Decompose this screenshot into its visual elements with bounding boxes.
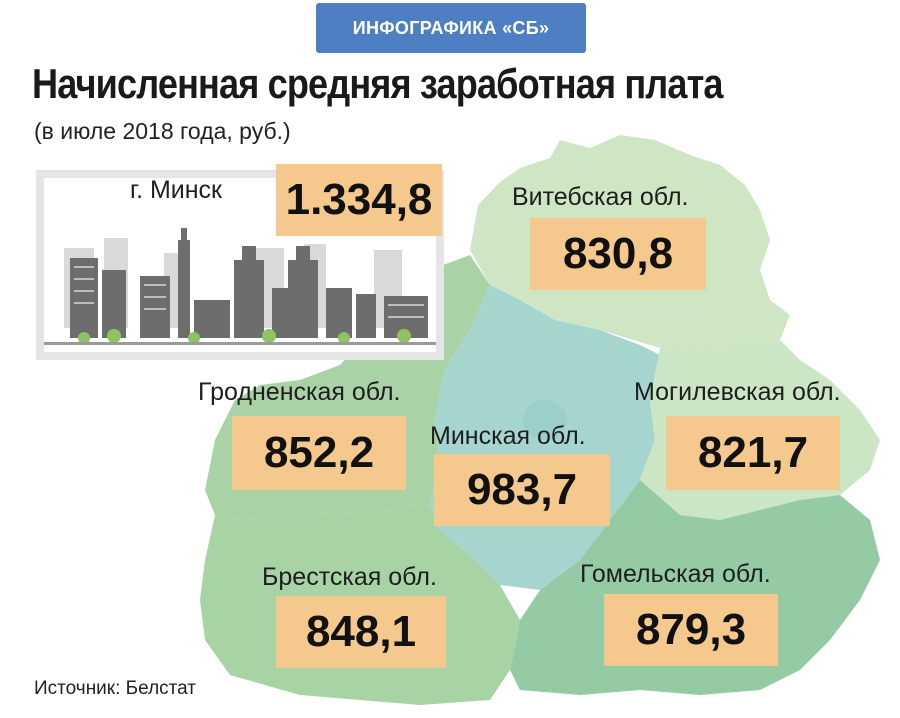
region-value-gomel: 879,3 bbox=[604, 594, 778, 666]
region-value-minsk-city: 1.334,8 bbox=[276, 164, 442, 236]
region-label-gomel: Гомельская обл. bbox=[580, 560, 771, 588]
infographic-badge: ИНФОГРАФИКА «СБ» bbox=[316, 3, 586, 53]
page-subtitle: (в июле 2018 года, руб.) bbox=[34, 118, 291, 144]
region-minsk-city-dot bbox=[523, 400, 567, 440]
region-value-minsk-region: 983,7 bbox=[434, 454, 610, 526]
region-label-grodno: Гродненская обл. bbox=[198, 378, 401, 406]
region-label-minsk-region: Минская обл. bbox=[430, 422, 586, 450]
region-value-grodno: 852,2 bbox=[232, 416, 406, 490]
region-label-vitebsk: Витебская обл. bbox=[512, 183, 689, 211]
region-value-mogilev: 821,7 bbox=[666, 416, 840, 490]
page-title: Начисленная средняя заработная плата bbox=[32, 60, 724, 107]
region-label-brest: Брестская обл. bbox=[262, 563, 437, 591]
region-label-minsk-city: г. Минск bbox=[130, 176, 222, 204]
region-value-vitebsk: 830,8 bbox=[530, 218, 706, 290]
region-label-mogilev: Могилевская обл. bbox=[634, 378, 841, 406]
source-note: Источник: Белстат bbox=[34, 678, 197, 699]
minsk-skyline-illustration bbox=[44, 228, 436, 345]
region-value-brest: 848,1 bbox=[276, 596, 446, 668]
region-gomel bbox=[510, 480, 880, 695]
